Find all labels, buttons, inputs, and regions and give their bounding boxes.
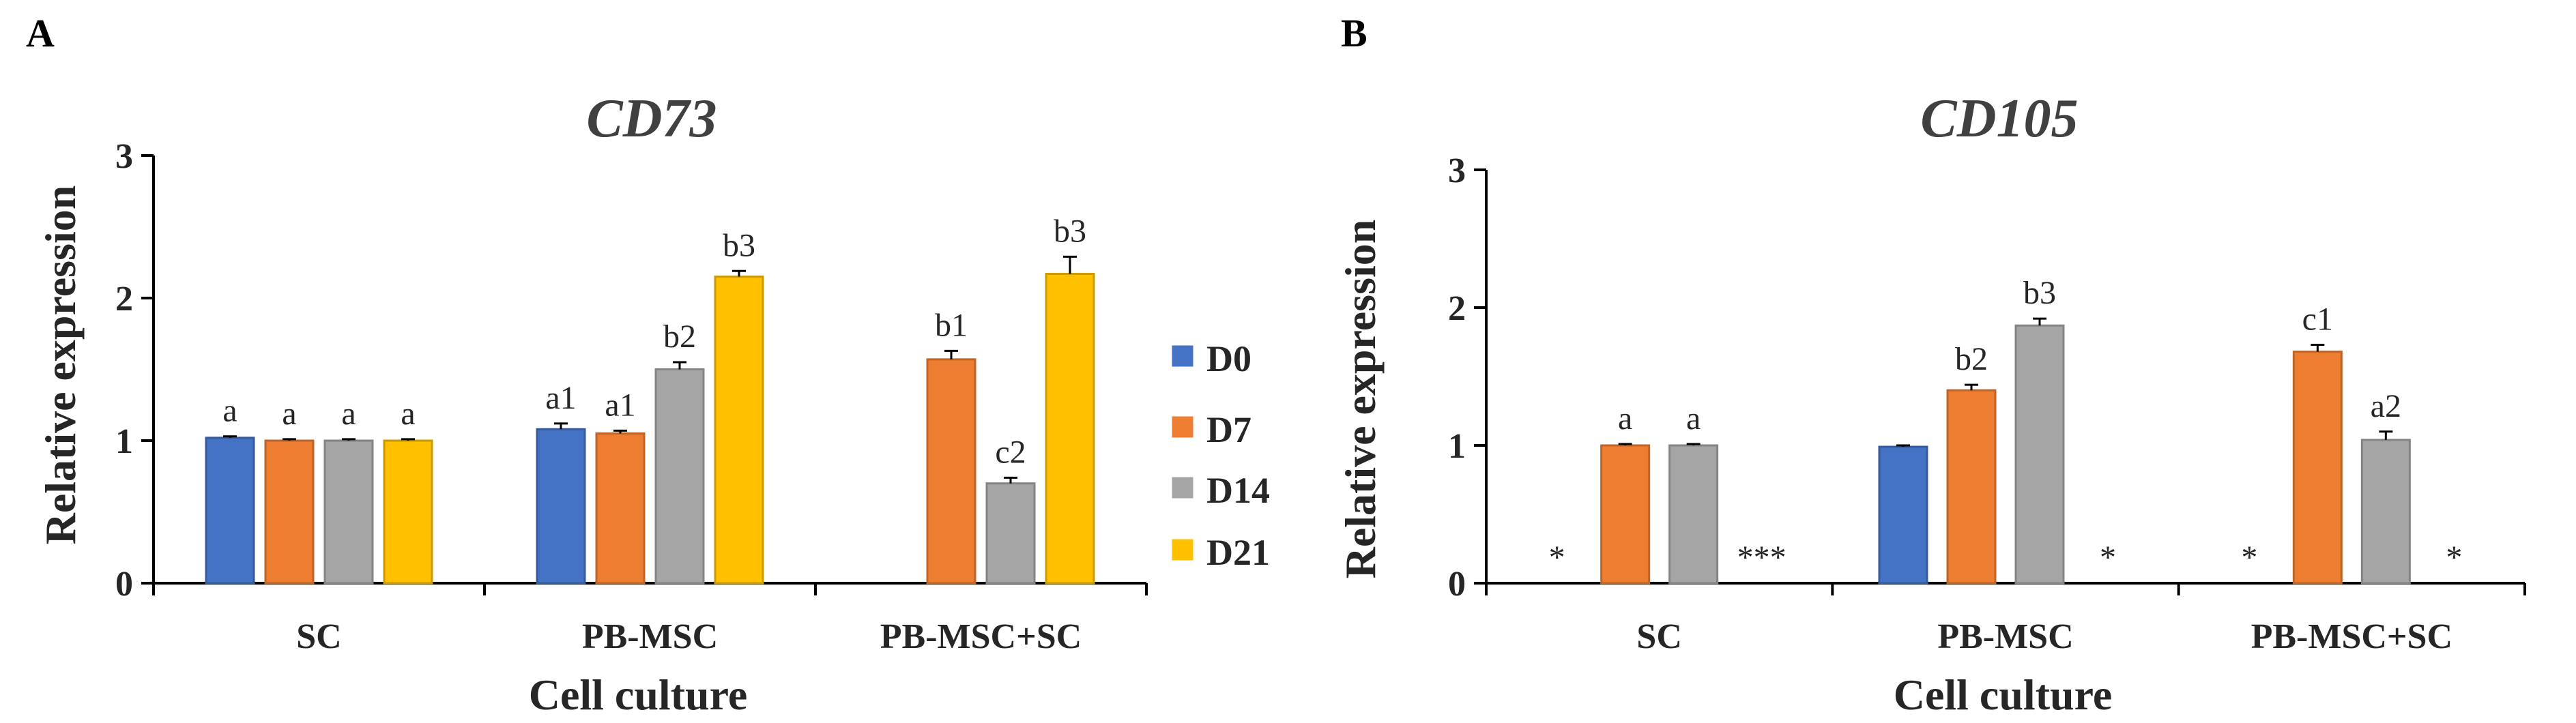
bar-d0-pb-msc: [536, 428, 586, 585]
bar-d14-pb-msc-plus-sc: [985, 482, 1036, 585]
bar-d14-pb-msc: [654, 368, 705, 585]
bar-significance-label: a1: [605, 387, 635, 423]
bar-significance-label: b2: [663, 319, 696, 355]
legend-item-d0: D0: [1172, 338, 1251, 379]
bar-d14-sc: [323, 439, 374, 585]
bar-d21-pb-msc: [714, 276, 764, 585]
y-axis-title-b: Relative expression: [1336, 220, 1385, 579]
panel-letter-a: A: [26, 11, 55, 55]
bar-d7-sc: [264, 439, 315, 585]
legend-swatch-d7: [1172, 416, 1193, 438]
not-detected-marker: *: [2446, 540, 2462, 576]
not-detected-marker: ***: [1737, 540, 1786, 576]
legend-label-d14: D14: [1206, 470, 1270, 511]
bar-d14-sc: [1668, 444, 1719, 585]
x-category-label: PB-MSC: [1937, 617, 2073, 656]
bar-d21-sc: [383, 439, 433, 585]
bar-significance-label: c2: [995, 434, 1026, 470]
plot-area-a: 0 1 2 3 SC PB-MSC PB-MSC+SC a a a a a1 a1 b2 b3 b1 c2 b3: [115, 137, 1148, 656]
y-tick-label: 0: [115, 565, 133, 604]
y-tick-label: 2: [115, 280, 133, 319]
bar-d7-pb-msc-plus-sc: [926, 358, 976, 585]
y-tick-label: 3: [1448, 151, 1466, 190]
bar-significance-label: a: [282, 396, 296, 432]
y-axis-title-a: Relative expression: [36, 186, 85, 545]
bar-d14-pb-msc-plus-sc: [2360, 439, 2411, 585]
bar-significance-label: a: [222, 393, 237, 429]
not-detected-marker: *: [2241, 540, 2257, 576]
panel-letter-b: B: [1341, 11, 1367, 55]
y-tick-label: 0: [1448, 565, 1466, 604]
not-detected-marker: *: [2100, 540, 2116, 576]
bar-significance-label: a2: [2371, 388, 2401, 424]
x-category-label: SC: [1636, 617, 1681, 656]
bar-d7-sc: [1600, 444, 1651, 585]
x-category-label: PB-MSC+SC: [2251, 617, 2452, 656]
y-tick-label: 1: [1448, 427, 1466, 466]
legend-label-d0: D0: [1206, 338, 1251, 379]
bar-significance-label: a: [401, 396, 415, 432]
x-category-label: PB-MSC+SC: [880, 617, 1082, 656]
legend-label-d7: D7: [1206, 409, 1251, 450]
legend-item-d21: D21: [1172, 532, 1270, 573]
x-category-label: SC: [296, 617, 341, 656]
not-detected-marker: *: [1549, 540, 1565, 576]
bar-significance-label: b3: [2023, 275, 2056, 311]
x-axis-title-a: Cell culture: [529, 670, 748, 719]
bar-significance-label: c1: [2302, 301, 2333, 338]
legend-label-d21: D21: [1206, 532, 1270, 573]
bar-d0-pb-msc: [1878, 445, 1928, 585]
y-tick-label: 2: [1448, 289, 1466, 328]
bar-d0-sc: [205, 437, 255, 585]
legend-swatch-d0: [1172, 345, 1193, 367]
panel-cd73: A CD73 Relative expression Cell culture …: [26, 11, 1148, 719]
legend-item-d14: D14: [1172, 470, 1270, 511]
bar-d7-pb-msc: [1946, 389, 1997, 585]
bar-significance-label: b1: [935, 307, 968, 343]
bar-significance-label: a: [1686, 400, 1701, 437]
legend-item-d7: D7: [1172, 409, 1251, 450]
panel-cd105: B CD105 Relative expression Cell culture…: [1336, 11, 2526, 719]
bar-d7-pb-msc: [595, 432, 646, 585]
bar-significance-label: b2: [1955, 341, 1988, 377]
bar-d7-pb-msc-plus-sc: [2292, 351, 2343, 585]
legend: D0 D7 D14 D21: [1172, 338, 1270, 573]
x-category-label: PB-MSC: [582, 617, 718, 656]
bar-significance-label: a1: [545, 380, 576, 416]
chart-title-cd73: CD73: [586, 89, 717, 149]
bar-d21-pb-msc-plus-sc: [1045, 272, 1095, 585]
y-tick-label: 3: [115, 137, 133, 176]
bar-d14-pb-msc: [2014, 324, 2065, 585]
chart-title-cd105: CD105: [1920, 89, 2078, 149]
legend-swatch-d21: [1172, 539, 1193, 561]
plot-area-b: 0 1 2 3 SC PB-MSC PB-MSC+SC * a a *** b2 b3 * * c1 a2 *: [1448, 151, 2526, 656]
bar-significance-label: a: [1618, 400, 1632, 437]
bar-significance-label: b3: [723, 227, 755, 263]
bar-significance-label: b3: [1054, 213, 1086, 249]
x-axis-title-b: Cell culture: [1894, 670, 2113, 719]
y-tick-label: 1: [115, 422, 133, 461]
legend-swatch-d14: [1172, 477, 1193, 499]
bar-significance-label: a: [341, 396, 356, 432]
